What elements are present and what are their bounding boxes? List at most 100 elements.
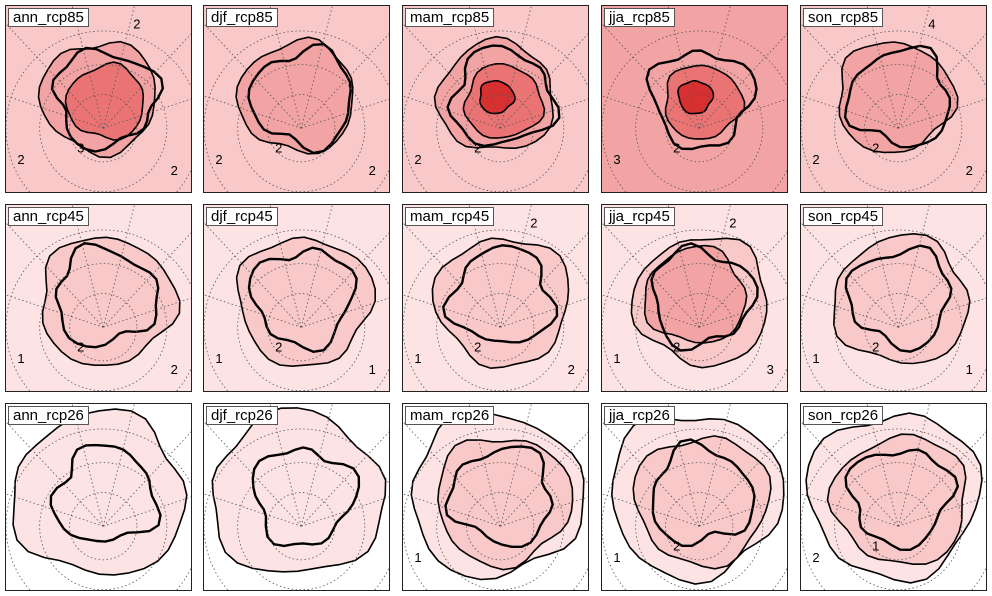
contour-label: 2 xyxy=(673,340,680,355)
panel-title: mam_rcp45 xyxy=(405,207,495,226)
longitude-gridline xyxy=(500,496,588,527)
contour-label: 1 xyxy=(369,362,376,377)
panel-title: jja_rcp45 xyxy=(604,207,675,226)
longitude-gridline xyxy=(6,23,104,129)
longitude-gridline xyxy=(698,232,787,328)
longitude-gridline xyxy=(866,404,899,527)
map-panel-jja_rcp45: 1 2 3 2 jja_rcp45 xyxy=(601,204,788,392)
latitude-gridline xyxy=(69,492,138,561)
longitude-gridline xyxy=(699,496,787,527)
contour-label: 2 xyxy=(77,340,84,355)
longitude-gridline xyxy=(801,493,899,527)
longitude-gridline xyxy=(898,297,986,328)
map-panel-ann_rcp85: 2 3 2 2 ann_rcp85 xyxy=(5,5,192,193)
map-canvas: 2 2 2 4 xyxy=(801,6,986,192)
longitude-gridline xyxy=(102,205,135,328)
map-canvas: 1 xyxy=(403,404,588,590)
latitude-gridline xyxy=(204,229,389,391)
longitude-gridline xyxy=(500,297,588,328)
contour-level-5 xyxy=(479,79,516,115)
contour-label: 2 xyxy=(215,152,222,167)
longitude-gridline xyxy=(699,297,787,328)
map-canvas: 21 xyxy=(801,404,986,590)
longitude-gridline xyxy=(6,493,104,527)
contour-label: 1 xyxy=(414,550,421,565)
map-canvas: 2 3 2 2 xyxy=(6,6,191,192)
contour-label: 2 xyxy=(369,163,376,178)
latitude-gridline xyxy=(665,492,734,561)
longitude-gridline xyxy=(602,222,700,328)
latitude-gridline xyxy=(237,64,366,192)
latitude-gridline xyxy=(204,30,389,192)
longitude-gridline xyxy=(300,205,333,328)
longitude-gridline xyxy=(301,98,389,129)
longitude-gridline xyxy=(204,95,302,129)
longitude-gridline xyxy=(898,98,986,129)
longitude-gridline xyxy=(6,294,104,328)
longitude-gridline xyxy=(698,205,731,328)
longitude-gridline xyxy=(301,496,389,527)
longitude-gridline xyxy=(103,98,191,129)
panel-title: mam_rcp85 xyxy=(405,8,495,27)
antarctica-coastline xyxy=(446,44,561,148)
longitude-gridline xyxy=(269,6,302,129)
contour-label: 2 xyxy=(474,340,481,355)
latitude-gridline xyxy=(436,263,565,391)
contour-label: 1 xyxy=(414,351,421,366)
longitude-gridline xyxy=(6,95,104,129)
panel-title: djf_rcp45 xyxy=(206,207,278,226)
longitude-gridline xyxy=(204,294,302,328)
antarctica-coastline xyxy=(444,445,554,548)
longitude-gridline xyxy=(269,404,302,527)
longitude-gridline xyxy=(403,294,501,328)
latitude-gridline xyxy=(267,492,336,561)
antarctica-coastline xyxy=(49,443,162,543)
longitude-gridline xyxy=(667,404,700,527)
contour-label: 1 xyxy=(613,550,620,565)
longitude-gridline xyxy=(698,431,787,527)
latitude-gridline xyxy=(665,94,734,163)
latitude-gridline xyxy=(436,462,565,590)
longitude-gridline xyxy=(499,404,532,527)
panel-title: ann_rcp85 xyxy=(8,8,89,27)
map-panel-son_rcp85: 2 2 2 4 son_rcp85 xyxy=(800,5,987,193)
contour-label: 2 xyxy=(414,152,421,167)
antarctica-coastline xyxy=(50,46,165,153)
longitude-gridline xyxy=(301,297,389,328)
longitude-gridline xyxy=(801,222,899,328)
map-panel-jja_rcp85: 3 2 jja_rcp85 xyxy=(601,5,788,193)
latitude-gridline xyxy=(801,229,986,391)
longitude-gridline xyxy=(403,95,501,129)
map-panel-ann_rcp26: ann_rcp26 xyxy=(5,403,192,591)
longitude-gridline xyxy=(602,493,700,527)
longitude-gridline xyxy=(897,404,930,527)
longitude-gridline xyxy=(403,421,501,527)
map-panel-son_rcp45: 1 2 1 son_rcp45 xyxy=(800,204,987,392)
contour-label: 2 xyxy=(673,539,680,554)
map-canvas xyxy=(6,404,191,590)
longitude-gridline xyxy=(897,232,986,328)
latitude-gridline xyxy=(801,30,986,192)
map-panel-djf_rcp26: djf_rcp26 xyxy=(203,403,390,591)
antarctica-coastline xyxy=(54,242,160,349)
longitude-gridline xyxy=(897,6,930,129)
latitude-gridline xyxy=(403,229,588,391)
longitude-gridline xyxy=(801,421,899,527)
latitude-gridline xyxy=(466,94,535,163)
antarctica-coastline xyxy=(251,446,361,548)
contour-label: 2 xyxy=(530,216,537,231)
longitude-gridline xyxy=(699,98,787,129)
panel-title: djf_rcp85 xyxy=(206,8,278,27)
latitude-gridline xyxy=(602,428,787,590)
map-panel-mam_rcp85: 2 2 mam_rcp85 xyxy=(402,5,589,193)
longitude-gridline xyxy=(103,297,191,328)
longitude-gridline xyxy=(71,404,104,527)
longitude-gridline xyxy=(499,6,532,129)
panel-title: ann_rcp26 xyxy=(8,406,89,425)
map-panel-djf_rcp45: 1 2 1 djf_rcp45 xyxy=(203,204,390,392)
map-canvas: 1 2 1 xyxy=(801,205,986,391)
longitude-gridline xyxy=(103,496,191,527)
contour-label: 1 xyxy=(215,351,222,366)
longitude-gridline xyxy=(403,23,501,129)
longitude-gridline xyxy=(269,205,302,328)
